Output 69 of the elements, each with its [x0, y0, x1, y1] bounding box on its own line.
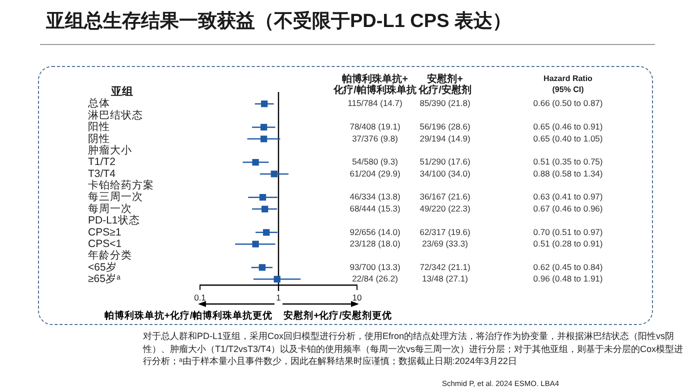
data-label: 0.67 (0.46 to 0.96) — [533, 203, 603, 214]
text: 72/342 (21.1) — [420, 262, 470, 272]
text: 49/220 (22.3) — [420, 203, 470, 214]
y-tick-label: 阳性 — [88, 121, 110, 134]
x-tick-label: 0.1 — [194, 292, 206, 302]
y-tick-label: 阴性 — [88, 132, 110, 145]
point — [260, 124, 268, 131]
text: 85/390 (21.8) — [420, 98, 470, 108]
data-label: 0.96 (0.48 to 1.91) — [533, 274, 603, 284]
chart-title: 亚组总生存结果一致获益（不受限于PD-L1 CPS 表达） — [46, 10, 512, 34]
data-label: 0.63 (0.41 to 0.97) — [533, 192, 603, 202]
y-tick-label: 年龄分类 — [88, 248, 132, 262]
point — [263, 229, 270, 236]
y-tick-label: ≥65岁ᵃ — [88, 273, 120, 286]
data-label: 0.62 (0.45 to 0.84) — [533, 262, 603, 272]
y-tick-label: CPS<1 — [88, 238, 122, 250]
y-tick-label: T3/T4 — [88, 168, 116, 180]
y-tick-label: 每周一次 — [88, 202, 132, 215]
data-label: 0.51 (0.35 to 0.75) — [533, 156, 603, 167]
data-label: 0.65 (0.46 to 0.91) — [533, 122, 603, 132]
point — [270, 170, 278, 178]
annotation: 115/784 (14.7) — [348, 98, 402, 108]
data-label: 0.88 (0.58 to 1.34) — [533, 168, 603, 178]
data-label: 0.66 (0.50 to 0.87) — [533, 98, 603, 108]
text: 安慰剂+ 化疗/安慰剂 — [418, 72, 472, 96]
annotation: 93/700 (13.3) — [350, 262, 400, 272]
x-tick-label: 1 — [276, 292, 282, 302]
y-tick-label: 淋巴结状态 — [88, 108, 143, 122]
y-tick-label: T1/T2 — [88, 156, 116, 168]
text: Hazard Ratio (95% CI) — [544, 74, 593, 94]
point — [260, 136, 268, 142]
text: 56/196 (28.6) — [420, 122, 470, 132]
y-tick-label: 总体 — [87, 96, 110, 110]
y-tick-label: 每三周一次 — [88, 191, 143, 204]
text: 对于总人群和PD-L1亚组，采用Cox回归模型进行分析，使用Efron的结点处理方法，将治疗作为协变量，并根据淋巴结状态（阳性vs阴性）、肿瘤大小（T1/T2vsT3/T4）以及卡铂的使用频率（每周一次vs每三周一次）进行分层；对于其他亚组，则基于未分层的Cox模型进行分析；ᵃ由于样本量小且事件数少，因此在解释结果时应谨慎；数据截止日期:2024年3月22日 — [143, 330, 684, 368]
point — [262, 206, 268, 212]
data-label: 0.51 (0.28 to 0.91) — [533, 238, 603, 248]
annotation: 78/408 (19.1) — [350, 122, 400, 132]
data-label: 0.65 (0.40 to 1.05) — [533, 133, 603, 144]
annotation: 61/204 (29.9) — [350, 168, 400, 178]
annotation: 帕博利珠单抗+ 化疗/帕博利珠单抗 — [332, 72, 416, 96]
text: 29/194 (14.9) — [420, 133, 470, 144]
y-tick-label: CPS≥1 — [88, 226, 122, 238]
y-tick-label: 卡铂给药方案 — [88, 178, 154, 192]
annotation: 46/334 (13.8) — [350, 192, 400, 202]
annotation: 22/84 (26.2) — [352, 274, 398, 284]
text: 安慰剂+化疗/安慰剂更优 — [284, 310, 392, 322]
y-axis-title: 亚组 — [110, 85, 133, 98]
point — [274, 276, 280, 282]
text: 23/69 (33.3) — [422, 238, 468, 248]
text: 62/317 (19.6) — [420, 226, 470, 237]
text: 36/167 (21.6) — [420, 192, 470, 202]
point — [259, 194, 266, 201]
y-tick-label: <65岁 — [88, 261, 117, 274]
y-tick-label: 肿瘤大小 — [88, 143, 132, 156]
annotation: 23/128 (18.0) — [350, 238, 400, 248]
data-label: 0.70 (0.51 to 0.97) — [533, 226, 603, 237]
annotation: 92/656 (14.0) — [350, 226, 400, 237]
point — [261, 100, 268, 108]
point — [258, 264, 266, 271]
annotation: 37/376 (9.8) — [352, 133, 398, 144]
annotation: 54/580 (9.3) — [352, 156, 398, 167]
x-tick-label: 10 — [352, 292, 362, 302]
text: 34/100 (34.0) — [420, 168, 470, 178]
annotation: 68/444 (15.3) — [350, 203, 400, 214]
text: 13/48 (27.1) — [422, 274, 468, 284]
text: 帕博利珠单抗+化疗/帕博利珠单抗更优 — [104, 310, 272, 322]
text: 51/290 (17.6) — [420, 156, 470, 167]
y-tick-label: PD-L1状态 — [88, 214, 140, 227]
